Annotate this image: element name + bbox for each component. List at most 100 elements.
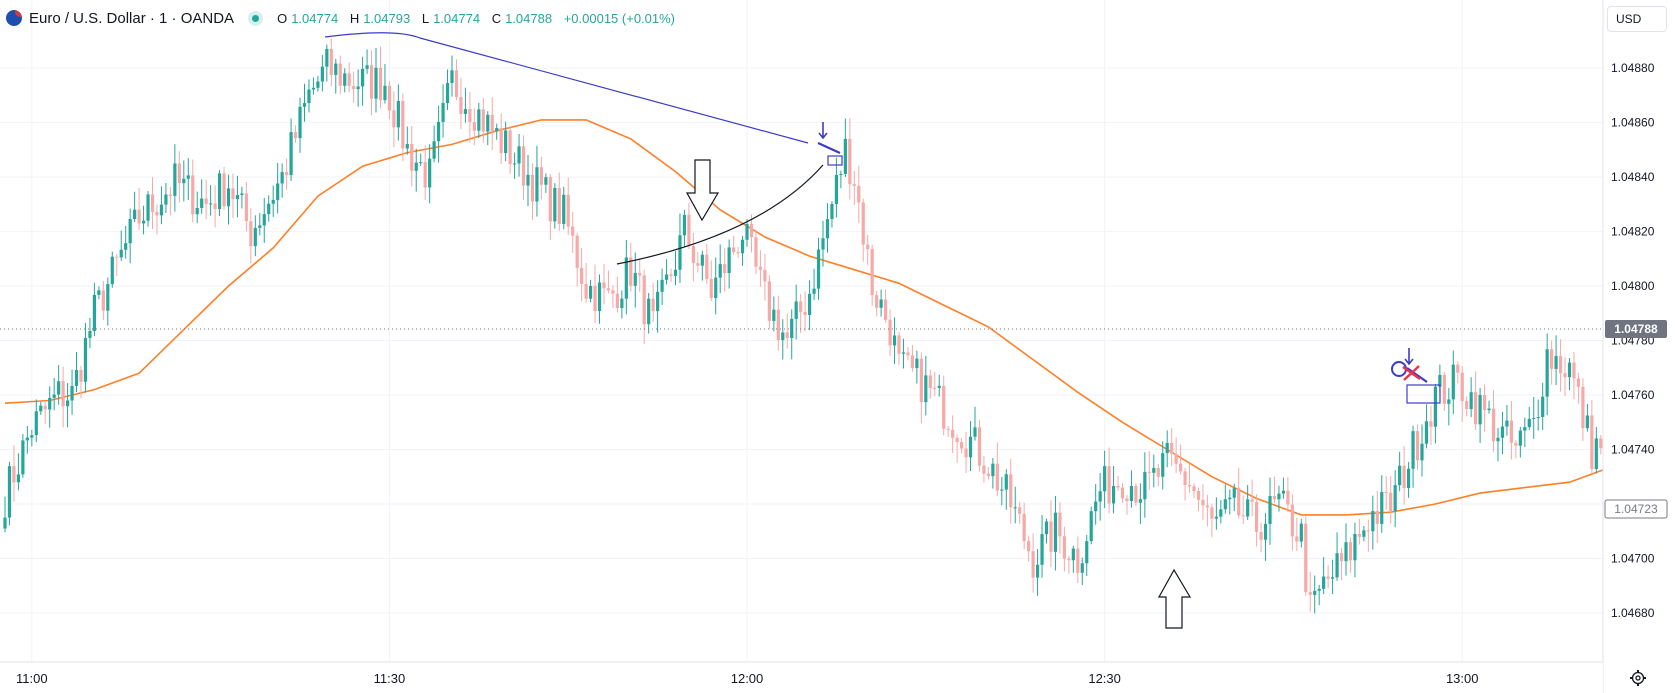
trendline-black-curve[interactable] bbox=[616, 164, 824, 265]
candle bbox=[1156, 463, 1160, 487]
candle-body bbox=[423, 162, 427, 188]
candle bbox=[1214, 497, 1218, 530]
sell-signal-marker-1[interactable] bbox=[817, 122, 843, 166]
candle bbox=[879, 289, 883, 317]
candle-body bbox=[745, 224, 749, 240]
candle-body bbox=[1143, 471, 1147, 500]
candle bbox=[1098, 473, 1102, 521]
candle bbox=[253, 215, 257, 257]
candle bbox=[1067, 555, 1071, 574]
candle bbox=[951, 415, 955, 454]
candle bbox=[1107, 447, 1111, 514]
candle bbox=[436, 105, 441, 163]
candle-body bbox=[182, 178, 186, 184]
candle-body bbox=[906, 352, 910, 356]
market-open-status-icon[interactable] bbox=[248, 10, 264, 26]
candle-body bbox=[897, 335, 901, 354]
candle bbox=[1393, 470, 1397, 528]
candle-body bbox=[1232, 488, 1236, 498]
candle-body bbox=[486, 114, 490, 132]
candle bbox=[1406, 462, 1411, 498]
candle-body bbox=[781, 332, 785, 341]
down-arrow-marker[interactable] bbox=[685, 159, 720, 222]
up-arrow-marker[interactable] bbox=[1157, 568, 1192, 629]
candle bbox=[1116, 476, 1120, 491]
candle bbox=[839, 170, 843, 189]
sell-signal-marker-2[interactable] bbox=[1391, 348, 1441, 404]
candle bbox=[758, 250, 763, 287]
candle-body bbox=[405, 144, 409, 149]
candle bbox=[812, 268, 816, 301]
candle bbox=[1590, 400, 1594, 473]
candle-body bbox=[883, 299, 888, 320]
candle bbox=[419, 153, 423, 166]
time-tick-label: 12:00 bbox=[731, 671, 764, 686]
candle-body bbox=[419, 162, 423, 164]
candle bbox=[682, 209, 687, 248]
candle bbox=[88, 317, 92, 349]
symbol-title[interactable]: Euro / U.S. Dollar · 1 · OANDA bbox=[29, 9, 235, 27]
candles-layer bbox=[3, 38, 1674, 614]
candle bbox=[43, 401, 47, 425]
candle-body bbox=[1362, 530, 1366, 537]
candle bbox=[1581, 378, 1585, 441]
candle-body bbox=[687, 214, 691, 246]
candle-body bbox=[933, 387, 937, 389]
candle-body bbox=[1004, 474, 1008, 490]
candle bbox=[21, 433, 25, 478]
candle bbox=[548, 173, 552, 241]
candle-body bbox=[1246, 499, 1250, 517]
candle-body bbox=[61, 381, 65, 407]
candle-body bbox=[1447, 399, 1451, 404]
candle bbox=[620, 290, 624, 319]
candle bbox=[222, 166, 226, 210]
candle-body bbox=[816, 249, 821, 289]
candle bbox=[973, 406, 977, 441]
candle-body bbox=[25, 437, 29, 441]
candle-body bbox=[320, 66, 324, 82]
candle bbox=[1299, 518, 1303, 548]
candle-body bbox=[445, 83, 450, 104]
currency-selector[interactable]: USD bbox=[1607, 6, 1667, 32]
candle bbox=[1415, 424, 1420, 470]
candle bbox=[1196, 487, 1201, 512]
candle bbox=[1120, 483, 1125, 503]
gear-icon[interactable] bbox=[1629, 669, 1647, 687]
candle-body bbox=[584, 283, 588, 299]
candle-body bbox=[262, 214, 266, 226]
candle bbox=[1076, 536, 1080, 583]
candle-body bbox=[1098, 491, 1102, 502]
candle bbox=[995, 442, 999, 497]
symbol-legend[interactable]: Euro / U.S. Dollar · 1 · OANDA O 1.04774 … bbox=[6, 7, 679, 29]
candle bbox=[1567, 357, 1572, 391]
chart-grid bbox=[0, 0, 1603, 662]
candle bbox=[1429, 405, 1433, 445]
candle-body bbox=[48, 397, 52, 410]
candle bbox=[150, 177, 155, 230]
candle bbox=[1482, 384, 1487, 432]
candle-body bbox=[141, 220, 146, 224]
candle bbox=[566, 177, 570, 236]
candle-body bbox=[937, 385, 941, 388]
candle-body bbox=[857, 185, 861, 203]
candle-body bbox=[1348, 542, 1353, 561]
candle-body bbox=[606, 288, 611, 291]
candle bbox=[1040, 515, 1044, 578]
candle-body bbox=[289, 132, 293, 176]
candle bbox=[959, 437, 964, 454]
candle bbox=[861, 198, 865, 262]
candle-body bbox=[562, 194, 566, 224]
candle-body bbox=[101, 290, 105, 311]
time-tick-label: 11:30 bbox=[374, 671, 406, 686]
candle bbox=[1447, 387, 1451, 426]
candle-body bbox=[1527, 418, 1531, 428]
trendline-blue[interactable] bbox=[324, 32, 809, 144]
candle-body bbox=[1138, 499, 1142, 503]
candle bbox=[986, 467, 990, 480]
candle-body bbox=[910, 355, 915, 369]
time-tick-label: 12:30 bbox=[1088, 671, 1121, 686]
price-tick-label: 1.04820 bbox=[1611, 225, 1655, 239]
close-label: C bbox=[491, 10, 502, 26]
drawings-layer[interactable] bbox=[324, 32, 1441, 629]
